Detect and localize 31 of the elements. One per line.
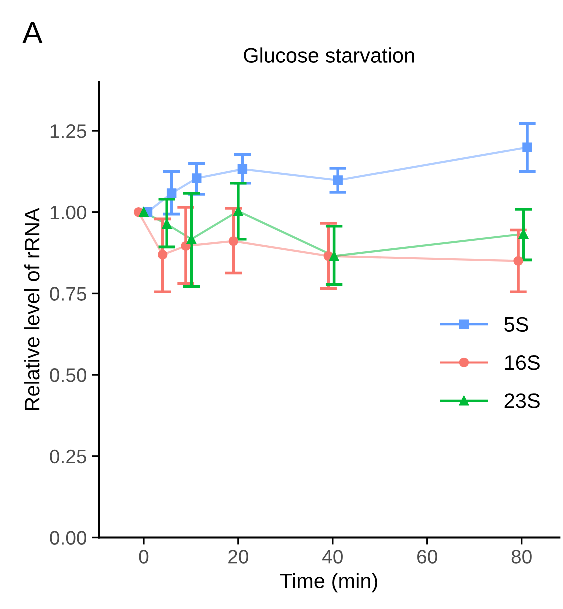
chart-title: Glucose starvation <box>244 48 414 63</box>
y-tick-label: 0.25 <box>50 450 86 464</box>
point <box>186 234 197 244</box>
point <box>181 241 191 252</box>
point <box>166 188 177 198</box>
x-tick-label: 60 <box>418 550 438 564</box>
point <box>192 174 202 184</box>
y-tick-label: 1.00 <box>50 206 87 220</box>
y-tick-label: 0.50 <box>50 368 87 382</box>
x-tick-label: 40 <box>322 550 343 564</box>
y-tick-label: 0.00 <box>50 531 87 545</box>
x-tick-label: 0 <box>139 550 149 564</box>
point <box>162 220 172 230</box>
x-tick-label: 80 <box>512 550 532 564</box>
legend-label: 16S <box>505 355 540 370</box>
y-tick-label: 1.25 <box>50 124 86 138</box>
x-tick-label: 20 <box>228 550 248 564</box>
point <box>234 206 244 216</box>
legend-label: 23S <box>504 394 540 408</box>
point <box>139 208 149 218</box>
legend-label: 5S <box>504 317 528 332</box>
point <box>514 256 524 266</box>
y-axis-title: Relative level of rRNA <box>24 208 40 410</box>
x-axis-title: Time (min) <box>280 573 378 593</box>
point <box>333 176 343 186</box>
point <box>228 236 239 246</box>
y-tick-label: 0.75 <box>50 287 86 301</box>
text: A <box>22 22 43 44</box>
point <box>158 250 168 260</box>
point <box>522 142 532 152</box>
point <box>238 164 248 174</box>
